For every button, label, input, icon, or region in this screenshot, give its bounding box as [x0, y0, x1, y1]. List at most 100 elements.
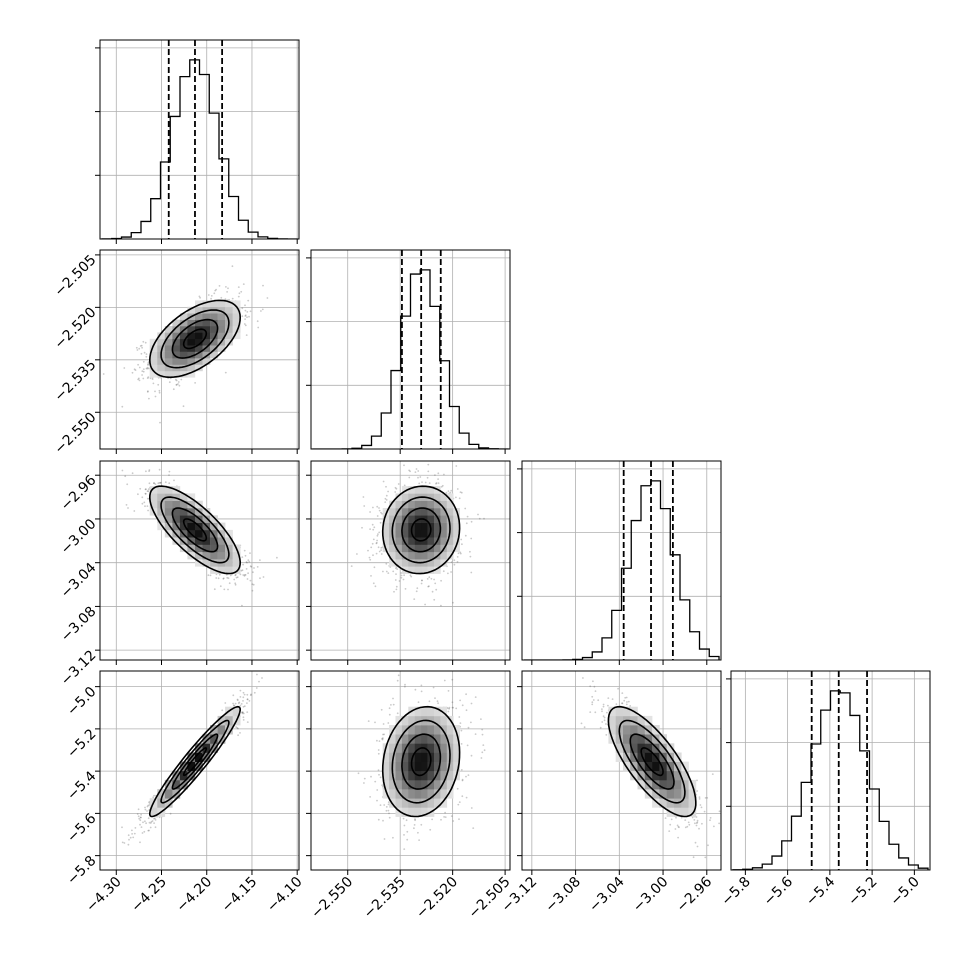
scatter-point — [228, 582, 231, 585]
scatter-point — [147, 364, 149, 366]
scatter-point — [246, 698, 249, 701]
scatter-point — [460, 743, 463, 745]
density-cell — [659, 798, 667, 808]
scatter-point — [157, 482, 160, 485]
scatter-point — [414, 818, 416, 821]
scatter-point — [402, 817, 405, 820]
density-cell — [172, 351, 181, 359]
scatter-point — [139, 345, 142, 347]
scatter-point — [432, 686, 435, 689]
scatter-point — [603, 716, 606, 719]
scatter-point — [381, 784, 384, 787]
scatter-point — [157, 383, 160, 386]
density-cell — [414, 779, 422, 790]
scatter-point — [131, 829, 133, 832]
scatter-point — [249, 310, 252, 313]
contour-line — [171, 507, 219, 553]
scatter-point — [249, 565, 252, 568]
scatter-point — [153, 822, 156, 824]
scatter-point — [134, 827, 137, 829]
scatter-point — [143, 830, 146, 833]
density-cell — [395, 743, 403, 753]
density-cell — [164, 522, 173, 531]
scatter-point — [168, 381, 171, 384]
density-cell — [434, 725, 441, 735]
density-cell — [217, 326, 226, 333]
density-cell — [408, 789, 415, 799]
scatter-point — [143, 501, 146, 504]
scatter-point — [146, 366, 149, 369]
density-cell — [389, 515, 396, 523]
density-cell — [164, 789, 173, 799]
density-cell — [401, 734, 409, 744]
density-cell — [395, 789, 403, 799]
scatter-point — [675, 816, 677, 819]
scatter-point — [394, 579, 397, 581]
scatter-point — [234, 583, 237, 586]
scatter-point — [680, 816, 683, 819]
scatter-point — [418, 482, 421, 485]
scatter-point — [246, 711, 249, 713]
density-cell — [440, 743, 448, 753]
scatter-point — [251, 583, 254, 586]
scatter-point — [148, 469, 151, 471]
scatter-point — [456, 488, 459, 490]
scatter-point — [437, 478, 439, 480]
scatter-point — [172, 388, 175, 391]
scatter-point — [482, 744, 485, 746]
density-cell — [157, 358, 166, 365]
panel-frame — [310, 460, 511, 661]
density-cell — [681, 761, 689, 772]
scatter-point — [384, 497, 387, 500]
scatter-point — [258, 680, 260, 683]
scatter-point — [244, 314, 247, 317]
scatter-point — [121, 469, 124, 472]
density-cell — [414, 500, 422, 509]
density-cell — [659, 743, 667, 753]
density-cell — [421, 770, 428, 781]
scatter-point — [147, 376, 150, 378]
x-tick-label: −2.96 — [674, 874, 716, 916]
density-cell — [453, 544, 460, 553]
scatter-point — [458, 716, 461, 718]
density-cell — [427, 566, 435, 574]
density-cell — [232, 551, 241, 560]
scatter-point — [589, 711, 592, 713]
y-tick-label: −2.535 — [52, 357, 100, 405]
scatter-point — [441, 484, 444, 487]
scatter-point — [459, 491, 462, 493]
scatter-point — [243, 574, 246, 576]
scatter-point — [701, 822, 703, 825]
scatter-point — [444, 816, 447, 818]
scatter-point — [276, 556, 278, 559]
scatter-point — [383, 838, 386, 840]
scatter-point — [234, 702, 237, 705]
density-cell — [637, 743, 646, 753]
density-cell — [202, 358, 211, 365]
scatter-point — [154, 483, 157, 485]
scatter-point — [615, 703, 618, 705]
x-tick-label: −3.08 — [542, 874, 584, 916]
density-cell — [202, 537, 211, 545]
density-cell — [179, 515, 188, 523]
density-cell — [644, 743, 653, 753]
scatter-point — [416, 587, 419, 590]
density-cell — [395, 761, 403, 772]
scatter-point — [356, 553, 358, 555]
scatter-point — [127, 507, 129, 509]
scatter-point — [236, 576, 239, 579]
scatter-point — [382, 737, 384, 740]
density-cell — [414, 715, 422, 726]
density-cell — [157, 508, 166, 516]
scatter-point — [159, 421, 161, 424]
scatter-point — [396, 679, 399, 682]
scatter-point — [371, 542, 374, 545]
scatter-point — [222, 577, 225, 580]
density-cell — [217, 537, 226, 545]
density-cell — [434, 770, 441, 781]
scatter-point — [143, 351, 146, 354]
density-cell — [623, 706, 631, 717]
density-cell — [637, 725, 646, 735]
histogram-step — [101, 59, 298, 239]
density-cell — [187, 515, 196, 523]
